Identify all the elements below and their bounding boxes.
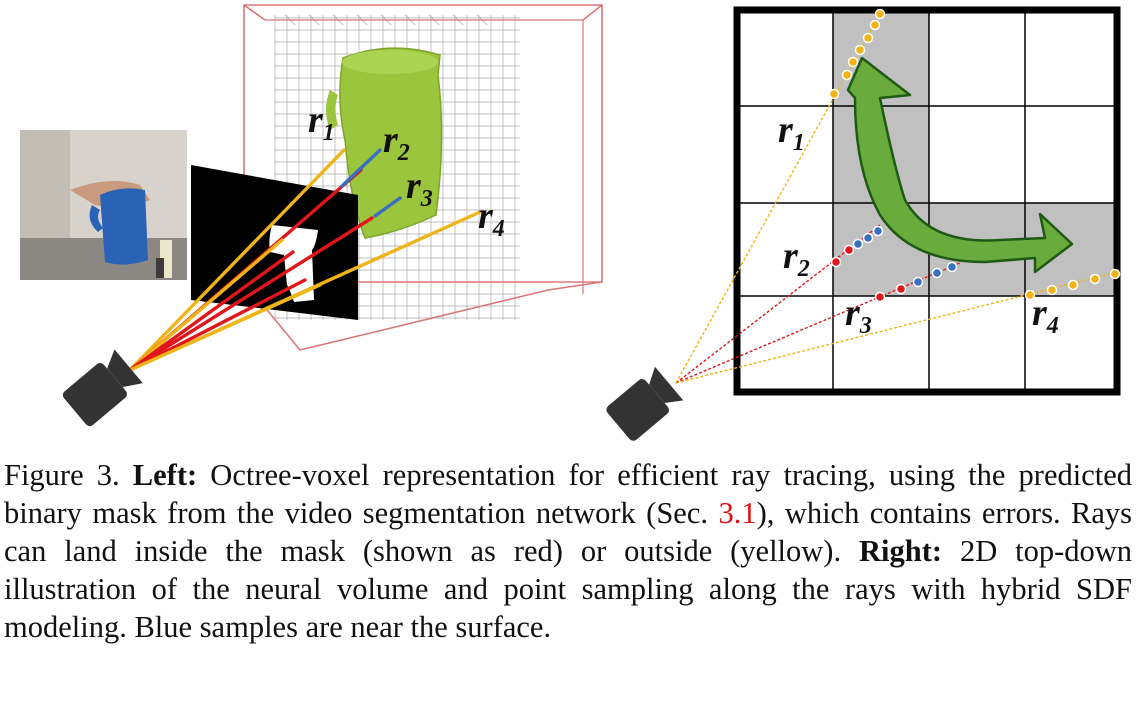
sample-point: [841, 69, 853, 81]
sample-point: [862, 232, 874, 244]
svg-text:r1: r1: [778, 109, 805, 156]
sample-point: [912, 276, 924, 288]
input-video-frame: [20, 130, 187, 280]
neural-volume-grid: [737, 10, 1117, 392]
sample-point: [1089, 273, 1101, 285]
left-label: Left:: [132, 458, 198, 492]
sample-point: [869, 19, 881, 31]
sample-point: [946, 261, 958, 273]
left-panel: r1 r2 r3 r4: [20, 4, 603, 427]
sample-point: [847, 56, 859, 68]
right-panel: r1 r2 r3 r4: [606, 6, 1121, 441]
sample-point: [874, 291, 886, 303]
reconstructed-object: [326, 47, 443, 239]
sample-point: [931, 267, 943, 279]
sample-point: [843, 244, 855, 256]
svg-text:r4: r4: [1032, 292, 1059, 339]
sample-point: [872, 225, 884, 237]
sample-point: [828, 88, 840, 100]
sample-point: [1046, 284, 1058, 296]
sample-point: [852, 238, 864, 250]
sample-point: [830, 256, 842, 268]
ray-r1-left: [128, 148, 346, 372]
sample-point: [895, 283, 907, 295]
sample-point: [862, 32, 874, 44]
camera-icon: [606, 366, 684, 441]
sample-points: [828, 8, 1121, 303]
sample-point: [1024, 289, 1036, 301]
camera-icon: [62, 349, 143, 427]
figure-caption: Figure 3. Left: Octree-voxel representat…: [4, 458, 1133, 644]
svg-text:r3: r3: [845, 292, 872, 339]
sample-point: [1109, 268, 1121, 280]
svg-text:r3: r3: [406, 165, 433, 212]
figure-3-illustration: r1 r2 r3 r4: [20, 4, 1121, 441]
ray-r2-near: [340, 148, 382, 188]
sample-point: [874, 8, 886, 20]
left-rays: [128, 148, 482, 372]
surface-arrow: [846, 56, 1074, 274]
section-reference-link[interactable]: 3.1: [718, 496, 757, 530]
svg-text:r4: r4: [478, 195, 505, 242]
right-label: Right:: [859, 534, 943, 568]
svg-text:r2: r2: [383, 119, 410, 166]
ray-r3-left: [128, 216, 374, 372]
figure-label: Figure 3.: [4, 458, 120, 492]
sample-point: [854, 44, 866, 56]
svg-text:r1: r1: [308, 99, 335, 146]
left-ray-labels: r1 r2 r3 r4: [308, 99, 505, 242]
sample-point: [1067, 279, 1079, 291]
svg-text:r2: r2: [783, 235, 810, 282]
volume-border: [733, 6, 1121, 396]
right-ray-labels: r1 r2 r3 r4: [778, 109, 1059, 339]
ray-r3-near: [373, 196, 402, 218]
